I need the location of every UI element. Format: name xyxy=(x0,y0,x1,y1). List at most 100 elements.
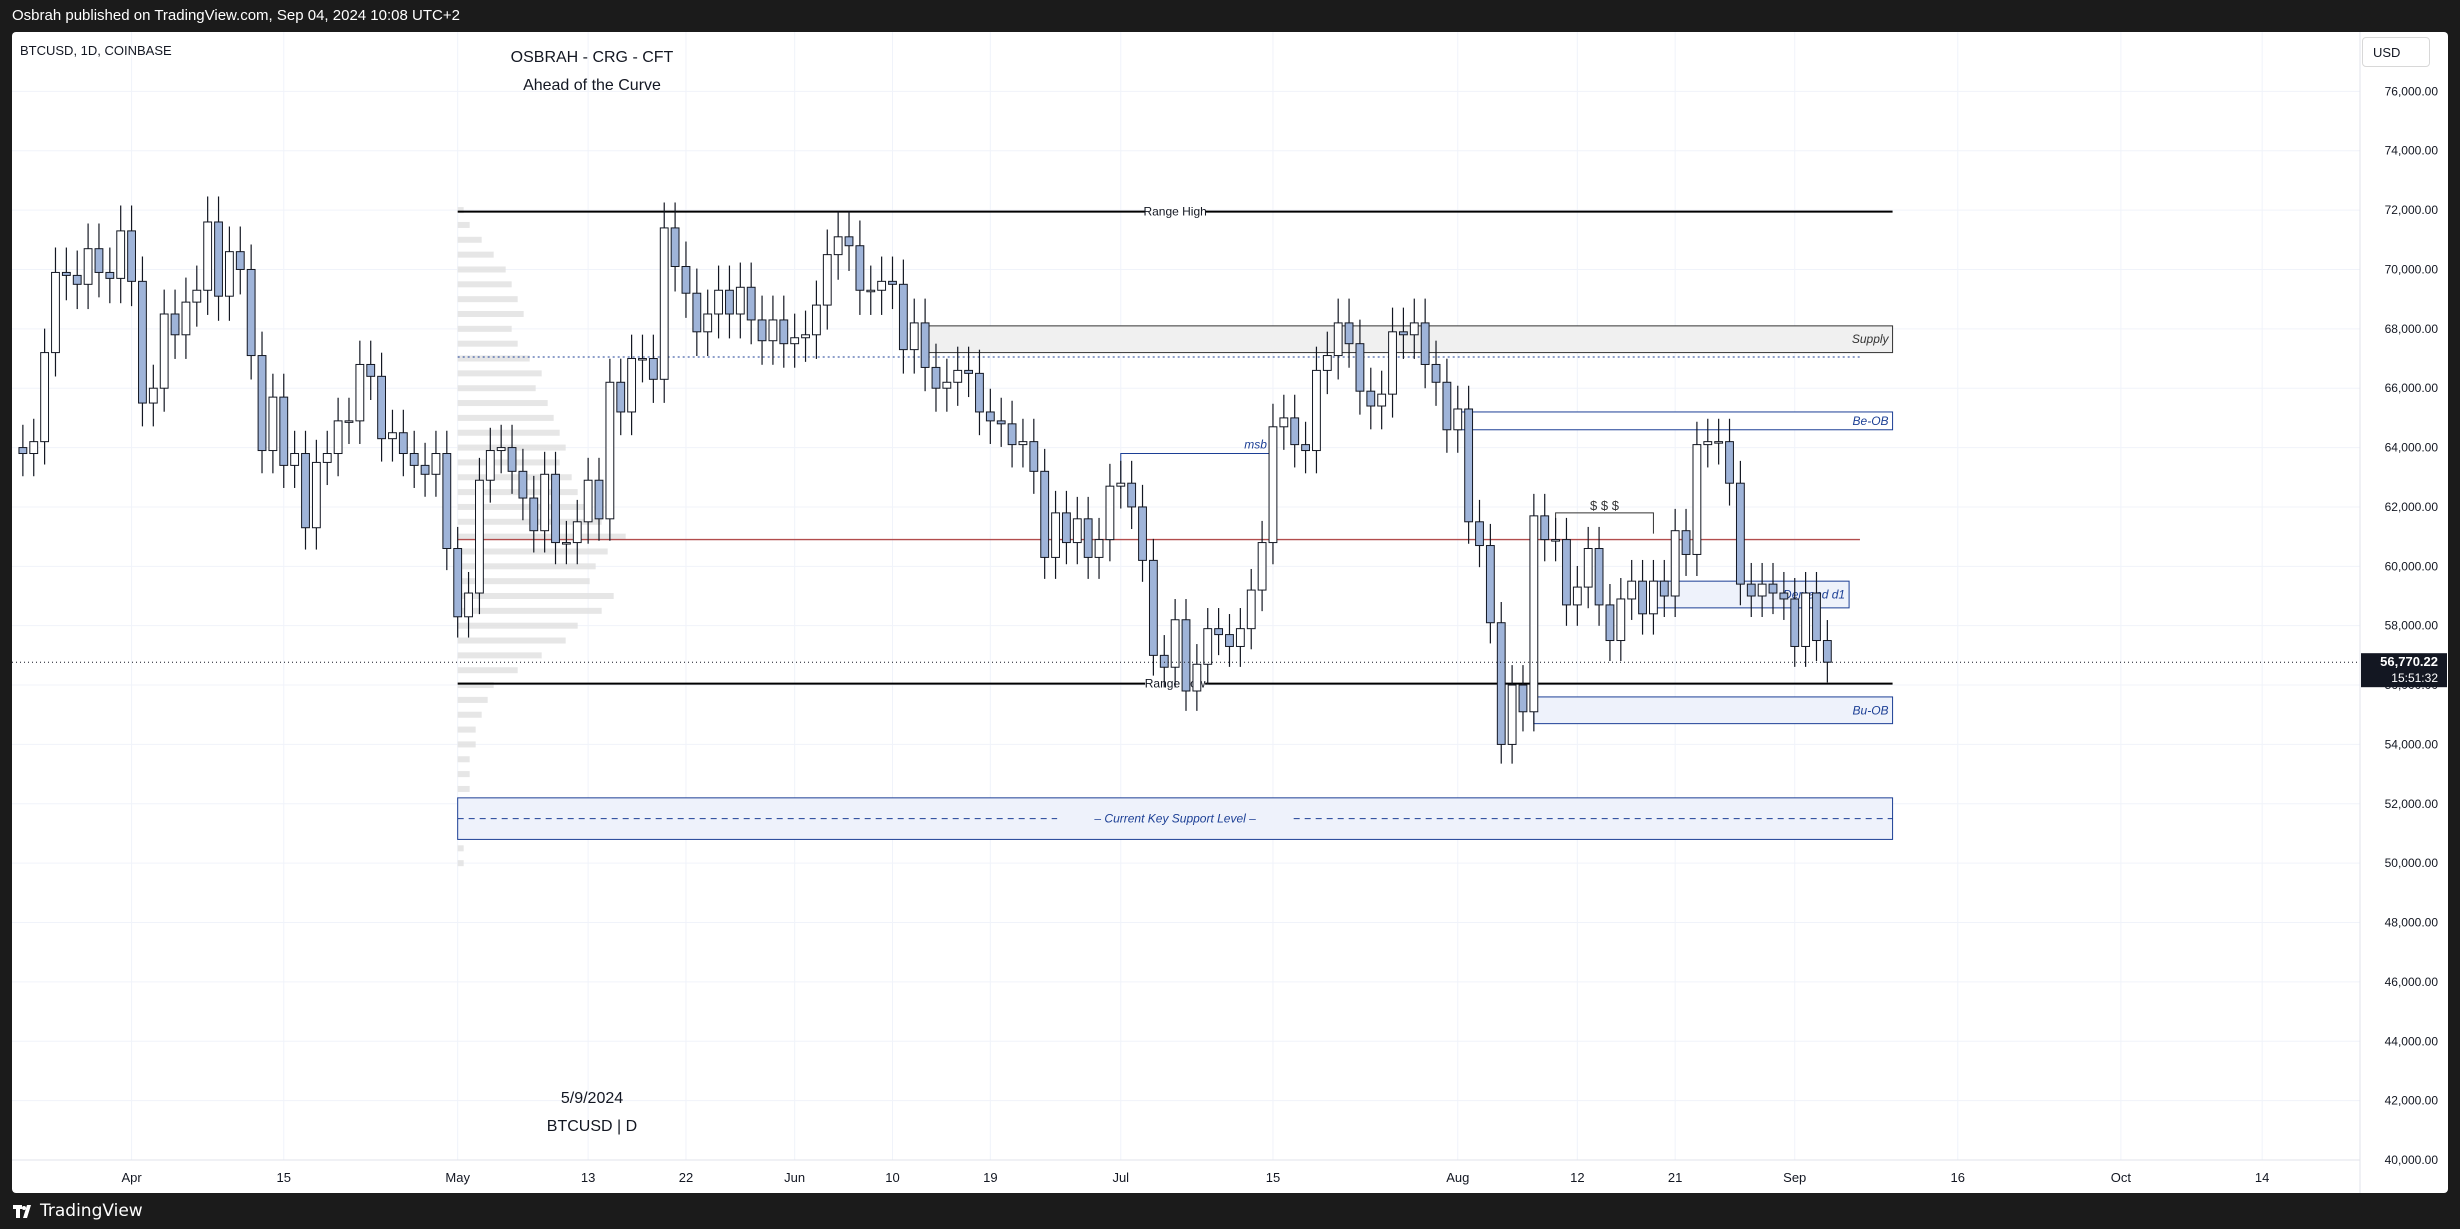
currency-button[interactable]: USD xyxy=(2362,37,2430,67)
candle-body xyxy=(1725,441,1734,484)
tradingview-logo-icon xyxy=(13,1205,31,1218)
candle-body xyxy=(1768,583,1778,594)
candle-body xyxy=(138,280,147,404)
chart-panel[interactable]: Range High Range Low Supply Be-OB Bu-OB – Cur… xyxy=(12,32,2448,1193)
candle-body xyxy=(148,387,158,404)
publish-bar: Osbrah published on TradingView.com, Sep… xyxy=(0,0,2460,32)
candle-body xyxy=(594,479,604,520)
candle-body xyxy=(1659,580,1669,597)
candle-body xyxy=(1116,482,1126,487)
candle-body xyxy=(18,447,28,455)
candle-body xyxy=(790,337,800,345)
candle-body xyxy=(1029,441,1039,472)
candle-body xyxy=(931,366,941,389)
price-tick-label: 76,000.00 xyxy=(2385,84,2439,98)
candle-body xyxy=(1322,355,1332,371)
watermark-subtitle: Ahead of the Curve xyxy=(523,77,661,94)
candle-body xyxy=(1551,539,1561,542)
candle-body xyxy=(1170,619,1180,668)
candle-body xyxy=(844,236,854,247)
candle-body xyxy=(388,432,397,440)
candle-body xyxy=(616,381,626,413)
candle-body xyxy=(464,592,473,618)
volume-profile-bar xyxy=(457,667,518,674)
volume-profile-bar xyxy=(457,355,530,362)
candle-body xyxy=(1225,634,1234,647)
volume-profile-bar xyxy=(457,474,572,481)
candle-body xyxy=(1181,619,1191,692)
candle-body xyxy=(779,319,789,345)
volume-profile-bar xyxy=(457,711,482,718)
candle-body xyxy=(964,369,974,374)
time-tick-label: 19 xyxy=(983,1170,997,1185)
candle-body xyxy=(159,313,169,389)
volume-profile-bar xyxy=(457,266,506,273)
candle-body xyxy=(1594,548,1604,606)
candle-body xyxy=(1138,506,1147,561)
candle-body xyxy=(1301,444,1310,452)
msb-label: msb xyxy=(1244,438,1267,452)
candle-body xyxy=(529,497,539,532)
volume-profile-bar xyxy=(457,340,518,347)
candle-body xyxy=(627,358,637,413)
liquidity-label: $ $ $ xyxy=(1590,498,1620,513)
candle-body xyxy=(398,432,408,455)
price-tick-label: 66,000.00 xyxy=(2385,381,2439,395)
time-tick-label: Jun xyxy=(784,1170,805,1185)
candle-body xyxy=(1779,592,1789,600)
candle-body xyxy=(355,363,365,422)
price-tick-label: 48,000.00 xyxy=(2385,916,2439,930)
candle-body xyxy=(670,227,680,268)
candle-body xyxy=(518,470,528,499)
candle-body xyxy=(431,453,441,475)
candle-body xyxy=(1801,592,1811,647)
candle-body xyxy=(1203,628,1213,665)
candle-body xyxy=(746,286,756,321)
candle-body xyxy=(638,358,647,361)
candle-body xyxy=(192,289,202,303)
candle-body xyxy=(561,542,571,545)
candle-body xyxy=(29,441,39,455)
candle-body xyxy=(605,381,615,520)
candle-body xyxy=(801,334,810,339)
price-tick-label: 58,000.00 xyxy=(2385,619,2439,633)
candle-body xyxy=(1442,381,1452,431)
candle-body xyxy=(735,286,745,315)
price-tick-label: 46,000.00 xyxy=(2385,975,2439,989)
candle-body xyxy=(572,521,582,544)
price-tick-label: 50,000.00 xyxy=(2385,856,2439,870)
time-tick-label: 22 xyxy=(679,1170,693,1185)
volume-profile-bar xyxy=(457,860,464,867)
level-label-bg xyxy=(1145,204,1206,219)
volume-profile-bar xyxy=(457,696,488,703)
candle-body xyxy=(1496,622,1506,745)
candle-body xyxy=(942,381,952,389)
candle-body xyxy=(1464,408,1474,523)
candle-body xyxy=(1094,539,1104,558)
volume-profile-bar xyxy=(457,756,470,763)
candle-body xyxy=(1518,684,1528,713)
candle-body xyxy=(214,221,223,297)
volume-profile-bar xyxy=(457,370,542,377)
candle-body xyxy=(1105,485,1115,541)
candle-body xyxy=(127,230,136,282)
candle-body xyxy=(1703,441,1713,446)
candle-body xyxy=(692,292,702,333)
candle-body xyxy=(1159,654,1169,668)
candle-body xyxy=(1148,559,1158,656)
volume-profile-bar xyxy=(457,251,494,258)
candle-body xyxy=(1627,580,1637,600)
candle-body xyxy=(279,396,289,466)
candle-body xyxy=(920,322,930,368)
candle-body xyxy=(1757,583,1767,597)
zone-label: Bu-OB xyxy=(1853,703,1889,717)
time-tick-label: 15 xyxy=(1266,1170,1280,1185)
volume-profile-bar xyxy=(457,311,524,317)
time-tick-label: Aug xyxy=(1446,1170,1469,1185)
candle-body xyxy=(1344,322,1354,345)
candle-body xyxy=(540,473,550,532)
candle-body xyxy=(1051,512,1060,558)
candle-body xyxy=(442,453,452,550)
zone-label: – Current Key Support Level – xyxy=(1093,812,1256,826)
